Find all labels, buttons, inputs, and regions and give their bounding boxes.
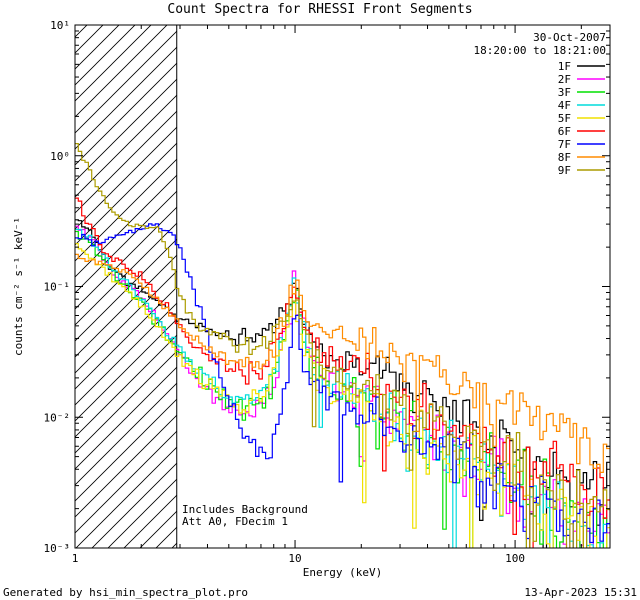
- y-tick-label: 10⁻¹: [44, 281, 71, 294]
- y-axis-label: counts cm⁻² s⁻¹ keV⁻¹: [12, 216, 25, 357]
- plot-title: Count Spectra for RHESSI Front Segments: [167, 2, 473, 17]
- x-axis-label: Energy (keV): [302, 566, 383, 579]
- legend-label-4F: 4F: [558, 99, 571, 112]
- render-timestamp: 13-Apr-2023 15:31: [524, 586, 637, 599]
- hatched-exclusion-region: [75, 25, 178, 548]
- axis-tick-labels: 1 10 100 10⁻³ 10⁻² 10⁻¹ 10⁰ 10¹: [44, 19, 526, 565]
- plot-axes-frame: [74, 24, 611, 549]
- series-7F: [75, 223, 610, 548]
- y-tick-label: 10⁻²: [44, 411, 71, 424]
- y-tick-label: 10⁻³: [44, 542, 71, 555]
- attenuator-note: Att A0, FDecim 1: [182, 515, 288, 528]
- legend-label-9F: 9F: [558, 164, 571, 177]
- x-tick-label: 10: [288, 552, 301, 565]
- generator-credit: Generated by hsi_min_spectra_plot.pro: [3, 586, 249, 599]
- legend-label-5F: 5F: [558, 112, 571, 125]
- y-tick-label: 10⁰: [50, 150, 70, 163]
- hatch-fill: [75, 25, 177, 548]
- x-tick-label: 100: [505, 552, 525, 565]
- legend-label-2F: 2F: [558, 73, 571, 86]
- legend-label-1F: 1F: [558, 60, 571, 73]
- spectra-curves: [75, 143, 610, 548]
- legend-label-7F: 7F: [558, 138, 571, 151]
- legend-label-8F: 8F: [558, 151, 571, 164]
- series-9F: [75, 143, 610, 548]
- observation-date: 30-Oct-2007: [533, 31, 606, 44]
- legend-label-6F: 6F: [558, 125, 571, 138]
- x-tick-label: 1: [72, 552, 79, 565]
- series-8F: [75, 253, 610, 473]
- y-tick-label: 10¹: [50, 19, 70, 32]
- time-interval: 18:20:00 to 18:21:00: [473, 44, 606, 57]
- background-note: Includes Background: [182, 503, 308, 516]
- legend-label-3F: 3F: [558, 86, 571, 99]
